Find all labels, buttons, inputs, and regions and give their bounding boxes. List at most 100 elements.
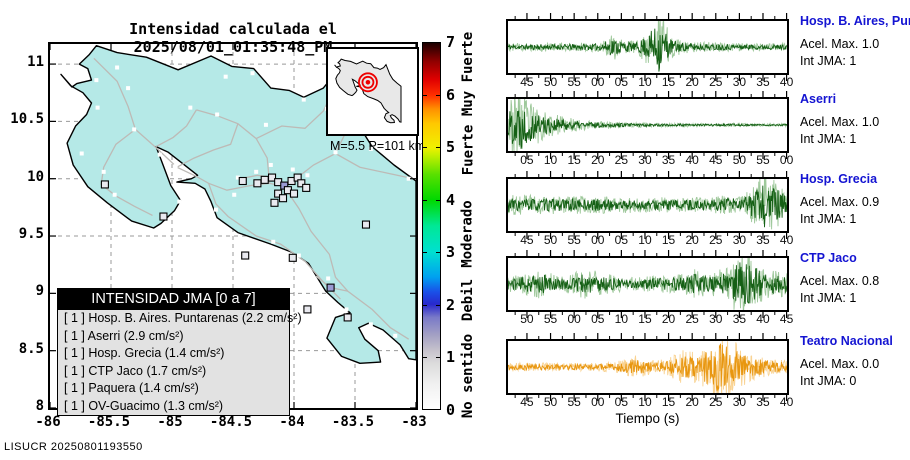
inset-svg — [334, 58, 402, 124]
time-tick-label: 15 — [661, 233, 676, 247]
time-tick-label: 45 — [709, 153, 723, 167]
lat-tick-label: 10.5 — [10, 111, 44, 128]
colorbar-tick — [423, 94, 427, 96]
station-marker — [101, 169, 106, 174]
intensity-station-marker — [270, 198, 279, 207]
waveform-trace — [507, 20, 788, 68]
station-marker — [344, 307, 349, 312]
time-tick-label: 20 — [685, 233, 699, 247]
time-tick-label: 45 — [520, 395, 534, 409]
colorbar-tick-label: 5 — [446, 138, 456, 157]
time-tick-label: 30 — [732, 395, 747, 409]
time-tick-label: 35 — [661, 153, 676, 167]
station-marker — [406, 176, 411, 181]
station-marker — [301, 97, 306, 102]
station-marker — [235, 175, 240, 180]
time-tick-label: 00 — [591, 75, 605, 89]
acceleration-max-label: Acel. Max. 1.0 — [800, 37, 880, 51]
time-tick-label: 15 — [567, 153, 581, 167]
legend-item-intensity: [ 1 ] — [64, 328, 88, 343]
colorbar-tick-label: 6 — [446, 85, 456, 104]
lon-tick-label: -86 — [35, 414, 61, 430]
lon-tick-label: -85.5 — [87, 414, 131, 430]
intensity-jma-label: Int JMA: 1 — [800, 132, 857, 146]
time-tick-label: 55 — [567, 75, 581, 89]
lon-tick-label: -83.5 — [331, 414, 375, 430]
time-tick-label: 40 — [685, 153, 699, 167]
colorbar-tick — [423, 357, 427, 359]
time-tick-label: 10 — [614, 312, 629, 326]
legend-item-station: Paquera (1.4 cm/s²) — [88, 381, 199, 395]
legend-item-intensity: [ 1 ] — [64, 346, 89, 360]
seismogram-svg — [506, 13, 789, 81]
legend-item: [ 1 ] Hosp. B. Aires. Puntarenas (2.2 cm… — [58, 310, 302, 328]
station-marker — [126, 86, 131, 91]
intensity-station-marker — [343, 313, 352, 322]
seismogram-panel: 45 50 55 00 05 10 15 20 25 30 35 40 Teatro Nacional A… — [495, 331, 910, 413]
lat-tick-label: 8 — [35, 398, 44, 414]
colorbar-tick-label: 0 — [446, 401, 456, 419]
waveform-trace — [507, 343, 788, 392]
legend-item-intensity: [ 1 ] — [64, 381, 89, 395]
legend-title: INTENSIDAD JMA [0 a 7] — [58, 289, 289, 310]
intensity-jma-label: Int JMA: 1 — [800, 54, 857, 68]
watermark-text: LISUCR 20250801193550 — [4, 441, 143, 453]
time-tick-label: 45 — [520, 233, 534, 247]
time-tick-label: 00 — [591, 233, 605, 247]
legend-item: [ 1 ] Hosp. Grecia (1.4 cm/s²) — [58, 345, 289, 363]
legend-item-intensity: [ 1 ] — [64, 398, 89, 413]
acceleration-max-label: Acel. Max. 0.0 — [800, 357, 880, 371]
intensity-station-marker — [326, 283, 335, 292]
legend-item-station: Hosp. Grecia (1.4 cm/s²) — [88, 346, 225, 360]
time-tick-label: 10 — [543, 153, 558, 167]
colorbar-tick — [423, 199, 427, 201]
station-name-label: Hosp. B. Aires, Puntare — [800, 14, 910, 28]
time-tick-label: 20 — [591, 153, 605, 167]
colorbar-tick — [436, 252, 440, 254]
intensity-jma-label: Int JMA: 1 — [800, 212, 857, 226]
colorbar-tick-label: 3 — [446, 243, 456, 262]
colorbar-tick — [436, 147, 440, 149]
time-tick-label: 40 — [779, 75, 794, 89]
station-marker — [213, 207, 218, 212]
road-line — [283, 186, 410, 340]
station-marker — [368, 322, 373, 327]
time-tick-label: 10 — [638, 395, 652, 409]
colorbar-tick — [423, 147, 427, 149]
seismogram-svg — [506, 333, 789, 401]
time-tick-label: 30 — [732, 233, 747, 247]
lat-tick-label: 10 — [27, 168, 44, 185]
time-tick-label: 50 — [543, 75, 558, 89]
road-line — [155, 109, 197, 148]
station-name-label: Aserri — [800, 92, 837, 106]
waveform-trace — [507, 98, 788, 152]
time-tick-label: 05 — [614, 233, 629, 247]
intensity-station-marker — [288, 253, 297, 262]
time-tick-label: 05 — [614, 395, 629, 409]
time-tick-label: 55 — [756, 153, 770, 167]
station-name-label: Teatro Nacional — [800, 334, 893, 348]
time-tick-label: 15 — [638, 312, 652, 326]
legend-item-intensity: [ 1 ] — [64, 363, 89, 378]
station-marker — [326, 276, 331, 281]
station-marker — [132, 127, 137, 132]
time-tick-label: 55 — [567, 233, 581, 247]
station-marker — [79, 151, 84, 156]
colorbar-tick — [436, 94, 440, 96]
seismogram-frame — [506, 256, 789, 312]
intensity-station-marker — [274, 189, 283, 198]
colorbar-tick-label: 7 — [446, 33, 456, 51]
road-line — [196, 109, 271, 184]
time-tick-label: 35 — [756, 395, 770, 409]
time-tick-label: 45 — [779, 312, 794, 326]
intensity-station-marker — [302, 183, 311, 192]
time-tick-label: 25 — [614, 153, 629, 167]
station-name-label: Hosp. Grecia — [800, 172, 878, 186]
seismogram-frame — [506, 177, 789, 233]
station-marker — [232, 192, 237, 197]
station-marker — [215, 112, 220, 117]
colorbar-category-label: Muy Fuerte — [458, 0, 478, 154]
intensity-station-marker — [260, 175, 269, 184]
station-marker — [115, 65, 120, 70]
magnitude-depth-label: M=5.5 P=101 km — [330, 139, 426, 153]
